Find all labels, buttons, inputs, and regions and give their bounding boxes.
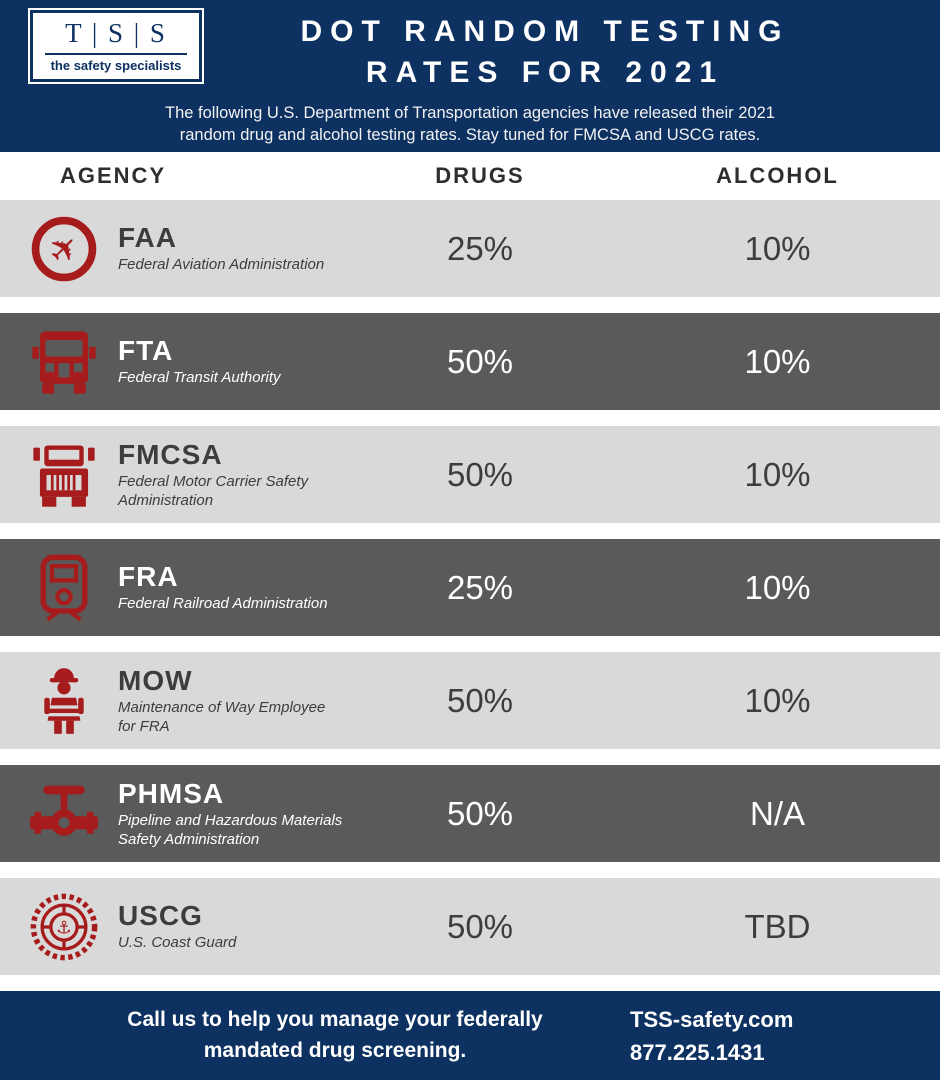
footer-website: TSS-safety.com bbox=[630, 1006, 794, 1032]
footer-message-line1: Call us to help you manage your federall… bbox=[127, 1008, 543, 1032]
page-subtitle-line2: random drug and alcohol testing rates. S… bbox=[179, 126, 761, 145]
page-subtitle-line1: The following U.S. Department of Transpo… bbox=[165, 104, 775, 122]
train-icon bbox=[28, 552, 100, 624]
svg-text:⚓: ⚓ bbox=[56, 918, 72, 938]
agency-code: FTA bbox=[118, 335, 174, 367]
footer-banner: Call us to help you manage your federall… bbox=[0, 991, 940, 1080]
agency-code: MOW bbox=[118, 664, 193, 696]
agency-code: FRA bbox=[118, 561, 179, 593]
table-row: FRA Federal Railroad Administration 25% … bbox=[0, 539, 940, 636]
agency-full-name: Federal Motor Carrier Safety Administrat… bbox=[118, 472, 309, 509]
table-row: ⚓ USCG U.S. Coast Guard 50% TBD bbox=[0, 878, 940, 975]
agency-cell: PHMSA Pipeline and Hazardous Materials S… bbox=[0, 778, 345, 850]
column-header-agency: AGENCY bbox=[60, 163, 167, 188]
bus-icon bbox=[28, 326, 100, 398]
alcohol-rate: 10% bbox=[744, 229, 811, 267]
agency-full-name: Pipeline and Hazardous Materials Safety … bbox=[118, 811, 343, 848]
agency-text: USCG U.S. Coast Guard bbox=[118, 900, 236, 953]
alcohol-rate: 10% bbox=[744, 568, 811, 606]
alcohol-rate: 10% bbox=[744, 681, 811, 719]
page-title: DOT RANDOM TESTING RATES FOR 2021 bbox=[150, 12, 940, 93]
table-row: PHMSA Pipeline and Hazardous Materials S… bbox=[0, 765, 940, 862]
agency-full-name: U.S. Coast Guard bbox=[118, 934, 237, 952]
logo-divider bbox=[45, 53, 187, 55]
agency-text: FAA Federal Aviation Administration bbox=[118, 222, 324, 275]
airplane-circle-icon: ✈ bbox=[28, 213, 100, 285]
drugs-rate: 50% bbox=[446, 681, 514, 719]
tss-logo-tagline: the safety specialists bbox=[50, 58, 182, 73]
coast-guard-icon: ⚓ bbox=[28, 891, 100, 963]
agency-cell: FRA Federal Railroad Administration bbox=[0, 552, 345, 624]
footer-message-line2: mandated drug screening. bbox=[203, 1038, 467, 1062]
agency-full-name: Federal Aviation Administration bbox=[118, 256, 325, 274]
drugs-rate: 50% bbox=[446, 342, 514, 380]
truck-icon bbox=[28, 439, 100, 511]
drugs-rate: 25% bbox=[446, 568, 514, 606]
agency-code: PHMSA bbox=[118, 777, 225, 809]
agency-text: FMCSA Federal Motor Carrier Safety Admin… bbox=[118, 439, 345, 511]
agency-text: FTA Federal Transit Authority bbox=[118, 335, 281, 388]
footer-contact: TSS-safety.com 877.225.1431 bbox=[630, 1003, 940, 1069]
tss-logo-letters: T | S | S bbox=[65, 18, 167, 48]
drugs-rate: 50% bbox=[446, 455, 514, 493]
rates-table-body: ✈ FAA Federal Aviation Administration 25… bbox=[0, 200, 940, 975]
agency-cell: ⚓ USCG U.S. Coast Guard bbox=[0, 891, 345, 963]
alcohol-rate: TBD bbox=[744, 907, 811, 945]
table-row: ✈ FAA Federal Aviation Administration 25… bbox=[0, 200, 940, 297]
agency-full-name: Maintenance of Way Employee for FRA bbox=[118, 698, 326, 735]
agency-text: MOW Maintenance of Way Employee for FRA bbox=[118, 665, 345, 737]
drugs-rate: 50% bbox=[446, 907, 514, 945]
agency-cell: FMCSA Federal Motor Carrier Safety Admin… bbox=[0, 439, 345, 511]
agency-full-name: Federal Transit Authority bbox=[118, 369, 281, 387]
table-row: FMCSA Federal Motor Carrier Safety Admin… bbox=[0, 426, 940, 523]
worker-icon bbox=[28, 665, 100, 737]
drugs-rate: 25% bbox=[446, 229, 514, 267]
agency-cell: FTA Federal Transit Authority bbox=[0, 326, 345, 398]
agency-cell: ✈ FAA Federal Aviation Administration bbox=[0, 213, 345, 285]
alcohol-rate: N/A bbox=[749, 794, 805, 832]
alcohol-rate: 10% bbox=[744, 342, 811, 380]
alcohol-rate: 10% bbox=[744, 455, 811, 493]
page-title-line2: RATES FOR 2021 bbox=[365, 55, 725, 89]
agency-full-name: Federal Railroad Administration bbox=[118, 595, 328, 613]
pipeline-valve-icon bbox=[28, 778, 100, 850]
page-subtitle: The following U.S. Department of Transpo… bbox=[0, 102, 940, 147]
column-header-drugs: DRUGS bbox=[435, 163, 525, 188]
header-banner: T | S | S the safety specialists DOT RAN… bbox=[0, 0, 940, 152]
column-header-alcohol: ALCOHOL bbox=[716, 163, 839, 188]
footer-message: Call us to help you manage your federall… bbox=[0, 1005, 630, 1066]
table-row: MOW Maintenance of Way Employee for FRA … bbox=[0, 652, 940, 749]
drugs-rate: 50% bbox=[446, 794, 514, 832]
footer-phone: 877.225.1431 bbox=[630, 1039, 765, 1065]
table-row: FTA Federal Transit Authority 50% 10% bbox=[0, 313, 940, 410]
table-header-row: AGENCY DRUGS ALCOHOL bbox=[0, 152, 940, 200]
agency-cell: MOW Maintenance of Way Employee for FRA bbox=[0, 665, 345, 737]
agency-code: FAA bbox=[118, 222, 177, 254]
agency-code: FMCSA bbox=[118, 438, 223, 470]
page-title-line1: DOT RANDOM TESTING bbox=[300, 15, 790, 48]
agency-text: FRA Federal Railroad Administration bbox=[118, 561, 328, 614]
agency-code: USCG bbox=[118, 900, 203, 932]
tss-logo: T | S | S the safety specialists bbox=[28, 8, 204, 84]
agency-text: PHMSA Pipeline and Hazardous Materials S… bbox=[118, 778, 345, 850]
